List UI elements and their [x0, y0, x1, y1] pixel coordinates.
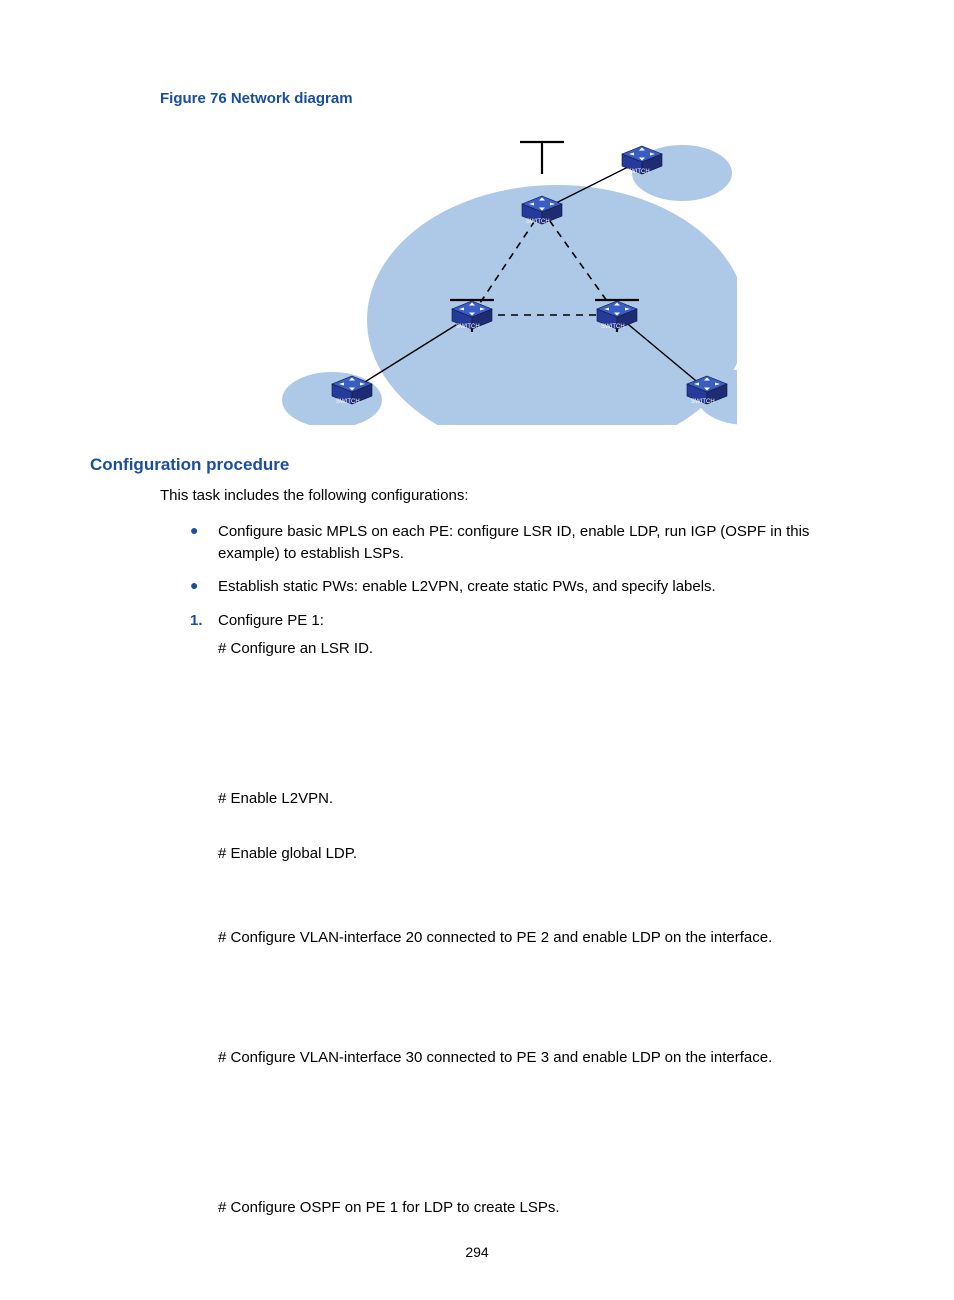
- network-diagram: SWITCH SWITCH SWITCH SWITCH SWITCH SWITCH: [217, 125, 737, 425]
- intro-text: This task includes the following configu…: [160, 485, 864, 507]
- list-item: ● Configure basic MPLS on each PE: confi…: [190, 521, 864, 565]
- bullet-icon: ●: [190, 576, 218, 598]
- page-number: 294: [90, 1244, 864, 1260]
- step-number: 1.: [190, 610, 218, 632]
- switch-label: SWITCH: [336, 399, 360, 405]
- switch-label: SWITCH: [601, 324, 625, 330]
- config-step: # Enable global LDP.: [218, 843, 864, 865]
- step-title: Configure PE 1:: [218, 610, 864, 632]
- page: Figure 76 Network diagram SWITCHSWITCHSW…: [0, 0, 954, 1300]
- t-bar-icon: [520, 142, 564, 174]
- bullet-list: ● Configure basic MPLS on each PE: confi…: [190, 521, 864, 598]
- spacer: [90, 953, 864, 1043]
- config-step: # Enable L2VPN.: [218, 788, 864, 810]
- config-step: # Configure VLAN-interface 20 connected …: [218, 927, 864, 949]
- config-step: # Configure VLAN-interface 30 connected …: [218, 1047, 864, 1069]
- section-heading: Configuration procedure: [90, 455, 864, 475]
- switch-label: SWITCH: [691, 399, 715, 405]
- switch-label: SWITCH: [526, 219, 550, 225]
- cloud-shape: [367, 185, 737, 425]
- spacer: [90, 869, 864, 923]
- config-step: # Configure an LSR ID.: [218, 638, 864, 660]
- spacer: [90, 664, 864, 784]
- switch-label: SWITCH: [456, 324, 480, 330]
- list-item: ● Establish static PWs: enable L2VPN, cr…: [190, 576, 864, 598]
- bullet-text: Configure basic MPLS on each PE: configu…: [218, 521, 864, 565]
- figure-title: Figure 76 Network diagram: [160, 90, 864, 107]
- diagram-svg: SWITCH SWITCH SWITCH SWITCH SWITCH SWITCH: [217, 125, 737, 425]
- list-item: 1. Configure PE 1:: [190, 610, 864, 632]
- bullet-text: Establish static PWs: enable L2VPN, crea…: [218, 576, 864, 598]
- switch-label: SWITCH: [626, 169, 650, 175]
- spacer: [90, 1073, 864, 1193]
- bullet-icon: ●: [190, 521, 218, 565]
- config-step: # Configure OSPF on PE 1 for LDP to crea…: [218, 1197, 864, 1219]
- spacer: [90, 813, 864, 839]
- numbered-list: 1. Configure PE 1:: [190, 610, 864, 632]
